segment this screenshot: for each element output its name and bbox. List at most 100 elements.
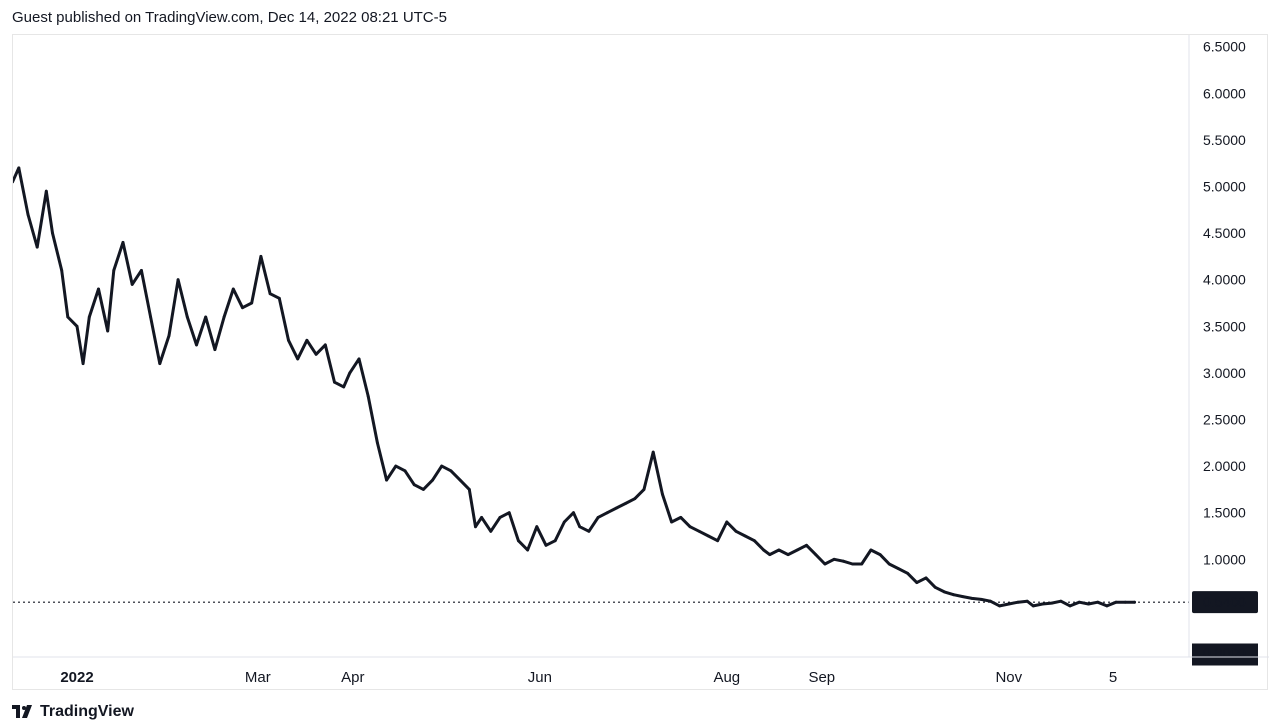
price-point	[707, 534, 710, 538]
price-point	[277, 296, 281, 300]
price-point	[1068, 604, 1072, 608]
price-point	[851, 562, 854, 566]
price-tick-label: 2.5000	[1203, 412, 1246, 428]
price-point	[250, 301, 254, 305]
price-point	[376, 441, 379, 445]
price-point	[106, 329, 110, 333]
price-point	[587, 529, 591, 533]
price-point	[805, 543, 808, 547]
price-tick-label: 6.0000	[1203, 85, 1246, 101]
price-point	[422, 488, 425, 491]
time-axis[interactable]: 2022 Mar Apr Jun Aug Sep Nov 5	[13, 656, 1269, 686]
plot-area[interactable]	[13, 97, 1189, 608]
time-tick-label: Sep	[808, 669, 835, 686]
price-point	[777, 548, 781, 552]
price-tick-label: 3.5000	[1203, 318, 1246, 334]
price-point	[1114, 600, 1118, 604]
price-point	[716, 539, 719, 543]
price-point	[204, 315, 208, 319]
price-point	[860, 562, 864, 566]
price-point	[697, 529, 701, 533]
price-point	[357, 357, 361, 361]
price-point	[507, 511, 511, 515]
price-point	[1123, 600, 1127, 604]
price-point	[753, 539, 756, 543]
price-point	[81, 362, 85, 365]
price-point	[832, 557, 836, 561]
price-point	[572, 511, 575, 515]
price-point	[906, 571, 909, 575]
price-point	[743, 534, 747, 538]
tradingview-brand: TradingView	[40, 703, 134, 720]
price-point	[213, 348, 217, 351]
price-point	[87, 315, 91, 319]
price-point	[440, 464, 444, 468]
price-point	[734, 529, 738, 533]
price-point	[314, 352, 318, 356]
price-point	[1031, 604, 1035, 608]
time-tick-label: Aug	[713, 669, 740, 686]
price-point	[167, 334, 171, 337]
price-chart[interactable]: 6.5000 6.0000 5.5000 5.0000 4.5000 4.0000 3.50…	[13, 35, 1269, 691]
price-point	[431, 478, 434, 482]
price-point	[342, 385, 346, 389]
price-point	[1105, 604, 1109, 608]
price-point	[762, 548, 765, 552]
price-point	[348, 371, 352, 375]
price-point	[489, 529, 493, 533]
price-point	[596, 516, 600, 519]
price-point	[841, 559, 845, 563]
price-point	[605, 511, 609, 515]
price-point	[467, 488, 471, 491]
price-point	[97, 287, 100, 291]
time-tick-label: Mar	[245, 669, 271, 686]
price-point	[814, 553, 818, 556]
time-tick-label: 2022	[60, 669, 93, 686]
price-point	[1007, 602, 1011, 606]
price-point	[688, 525, 692, 529]
price-point	[795, 548, 799, 552]
price-point	[176, 278, 180, 282]
price-point	[241, 306, 244, 310]
price-point	[633, 497, 637, 501]
price-point	[725, 520, 729, 524]
price-point	[878, 553, 882, 556]
price-point	[933, 585, 937, 589]
price-point	[296, 357, 300, 361]
price-point	[1087, 602, 1090, 606]
price-point	[121, 241, 125, 244]
price-point	[679, 516, 683, 519]
price-point	[259, 255, 263, 258]
price-point	[287, 338, 290, 342]
tradingview-logo-icon	[12, 705, 32, 718]
price-point	[112, 269, 116, 272]
price-tick-label: 0.0000	[1203, 645, 1246, 661]
price-point	[231, 287, 235, 291]
price-point	[17, 166, 21, 170]
price-point	[887, 562, 891, 566]
time-tick-label: 5	[1109, 669, 1117, 686]
price-point	[385, 478, 388, 482]
price-point	[651, 450, 655, 454]
price-point	[661, 492, 664, 496]
price-point	[305, 338, 309, 342]
price-point	[915, 581, 919, 584]
footer: TradingView	[12, 703, 134, 720]
price-point	[394, 464, 398, 468]
price-tick-label: 5.0000	[1203, 179, 1246, 195]
price-point	[51, 231, 54, 235]
chart-frame[interactable]: 6.5000 6.0000 5.5000 5.0000 4.5000 4.0000 3.50…	[12, 34, 1269, 691]
price-point	[13, 180, 14, 184]
price-tick-label: 4.5000	[1203, 225, 1246, 241]
price-point	[1059, 599, 1063, 603]
price-tick-label: 1.5000	[1203, 505, 1246, 521]
price-axis[interactable]: 6.5000 6.0000 5.5000 5.0000 4.5000 4.0000 3.50…	[1188, 35, 1258, 666]
price-point	[26, 213, 30, 216]
price-point	[1050, 601, 1054, 605]
publication-header: Guest published on TradingView.com, Dec …	[12, 9, 447, 26]
price-point	[480, 516, 483, 519]
price-tick-label: 1.0000	[1203, 551, 1246, 567]
price-point	[66, 315, 70, 319]
price-point	[544, 543, 548, 547]
price-point	[624, 502, 628, 505]
